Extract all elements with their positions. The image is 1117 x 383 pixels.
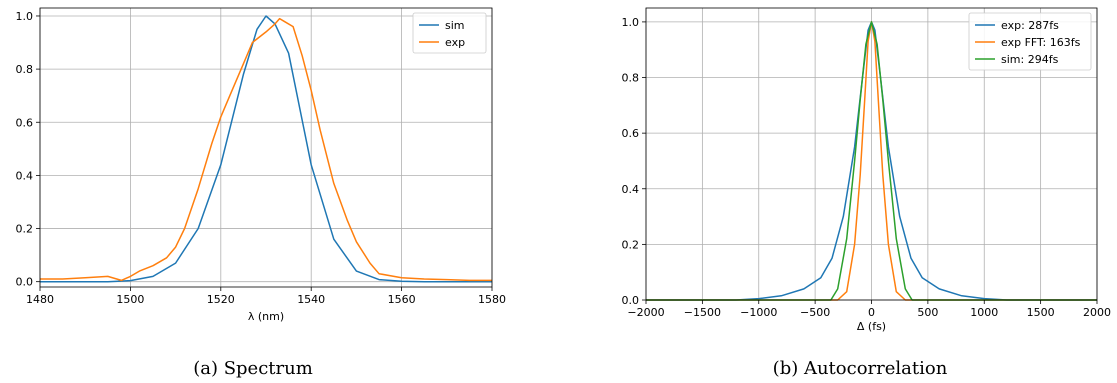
y-tick-label: 0.2 bbox=[16, 223, 34, 236]
y-tick-label: 1.0 bbox=[622, 16, 640, 29]
plot-frame bbox=[39, 7, 493, 288]
y-tick-label: 0.2 bbox=[622, 238, 640, 251]
autocorrelation-chart: −2000 −1500 −1000 −500 0 500 1000 1500 2000 0.0 0.… bbox=[622, 7, 1111, 379]
legend-box bbox=[412, 12, 487, 54]
x-tick-label: 1480 bbox=[26, 293, 54, 306]
series-line-0 bbox=[40, 15, 492, 283]
x-tick-label: 1540 bbox=[297, 293, 325, 306]
y-tick-label: 0.0 bbox=[16, 276, 34, 289]
x-axis-label: Δ (fs) bbox=[857, 320, 886, 333]
x-axis-label: λ (nm) bbox=[248, 310, 284, 323]
y-tick-label: 0.8 bbox=[622, 72, 640, 85]
legend-box bbox=[968, 12, 1092, 71]
y-tick-label: 0.6 bbox=[622, 127, 640, 140]
chart-caption: (b) Autocorrelation bbox=[773, 358, 948, 379]
y-tick-label: 1.0 bbox=[16, 10, 34, 23]
legend-entry-0: exp: 287fs bbox=[1001, 19, 1059, 32]
y-tick-label: 0.6 bbox=[16, 116, 34, 129]
y-tick-label: 0.0 bbox=[622, 294, 640, 307]
y-tick-label: 0.8 bbox=[16, 63, 34, 76]
x-tick-label: −1000 bbox=[740, 306, 777, 319]
x-tick-label: 0 bbox=[868, 306, 875, 319]
x-tick-label: 1520 bbox=[207, 293, 235, 306]
legend-entry-2: sim: 294fs bbox=[1001, 53, 1059, 66]
series-line-1 bbox=[40, 17, 492, 282]
series-line-2 bbox=[646, 21, 1097, 301]
spectrum-chart: 1480 1500 1520 1540 1560 1580 0.0 0.2 0.4 0.6 0.8 1… bbox=[16, 7, 506, 379]
x-tick-label: 1560 bbox=[388, 293, 416, 306]
x-tick-label: 1500 bbox=[1027, 306, 1055, 319]
x-tick-label: −1500 bbox=[684, 306, 721, 319]
y-tick-label: 0.4 bbox=[622, 183, 640, 196]
legend-entry-0: sim bbox=[445, 19, 465, 32]
x-tick-label: 1000 bbox=[970, 306, 998, 319]
legend-entry-1: exp bbox=[445, 36, 465, 49]
y-tick-label: 0.4 bbox=[16, 169, 34, 182]
x-tick-label: −500 bbox=[800, 306, 830, 319]
x-tick-label: 1500 bbox=[116, 293, 144, 306]
x-tick-label: 2000 bbox=[1083, 306, 1111, 319]
x-tick-label: 500 bbox=[917, 306, 938, 319]
x-tick-label: −2000 bbox=[627, 306, 664, 319]
legend-entry-1: exp FFT: 163fs bbox=[1001, 36, 1081, 49]
chart-caption: (a) Spectrum bbox=[193, 358, 313, 379]
x-tick-label: 1580 bbox=[478, 293, 506, 306]
